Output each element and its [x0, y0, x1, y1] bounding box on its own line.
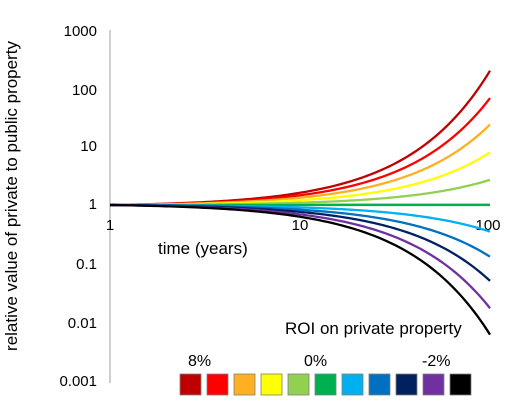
series-lines [109, 70, 491, 336]
legend-swatch [206, 373, 229, 396]
legend-swatch [260, 373, 283, 396]
legend-swatches [179, 373, 472, 396]
series-line [109, 70, 491, 207]
legend-swatch [314, 373, 337, 396]
y-tick-label: 0.001 [59, 373, 97, 390]
series-line [109, 203, 491, 336]
legend-swatch [287, 373, 310, 396]
y-tick-label: 1000 [64, 23, 97, 40]
y-tick-label: 10 [80, 138, 97, 155]
legend-swatch [422, 373, 445, 396]
x-axis-label: time (years) [158, 239, 248, 258]
legend-title: ROI on private property [285, 319, 462, 338]
legend-swatch [395, 373, 418, 396]
legend-swatch [368, 373, 391, 396]
legend-label-low: -2% [422, 353, 450, 370]
series-line [109, 97, 491, 207]
y-tick-label: 100 [72, 82, 97, 99]
x-tick-label: 1 [106, 217, 114, 234]
y-tick-label: 1 [89, 196, 97, 213]
legend-swatch [341, 373, 364, 396]
legend-label-mid: 0% [304, 353, 327, 370]
legend-swatch [233, 373, 256, 396]
legend-swatch [179, 373, 202, 396]
y-axis-label: relative value of private to public prop… [2, 41, 21, 351]
legend-swatch [449, 373, 472, 396]
y-tick-labels: 1000 100 10 1 0.1 0.01 0.001 [59, 23, 97, 390]
x-tick-label: 10 [292, 217, 309, 234]
y-tick-label: 0.1 [76, 256, 97, 273]
y-tick-label: 0.01 [68, 315, 97, 332]
legend-label-high: 8% [188, 353, 211, 370]
